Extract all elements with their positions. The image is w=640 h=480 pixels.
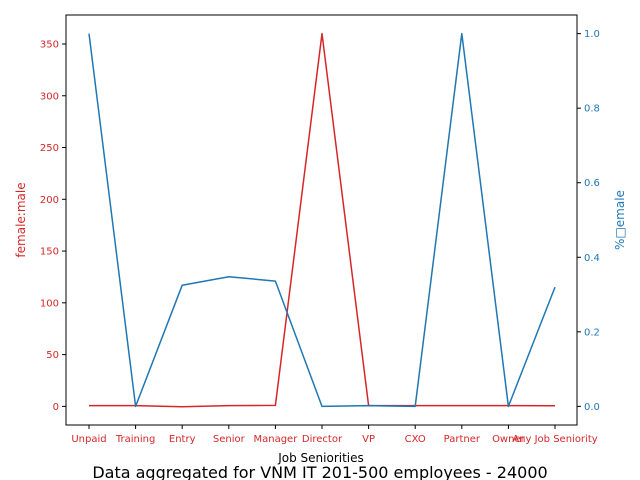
x-axis: Unpaid Training Entry Senior Manager Director… — [71, 425, 598, 445]
x-tick-label: Any Job Seniority — [512, 434, 597, 445]
x-tick-label: Partner — [444, 434, 481, 445]
series-line-right — [88, 32, 556, 408]
series-group — [88, 32, 556, 408]
x-tick-label: Director — [302, 434, 343, 445]
right-y-tick-label: 0.0 — [584, 402, 600, 413]
right-y-tick-label: 0.6 — [584, 178, 600, 189]
chart-title: Data aggregated for VNM IT 201-500 emplo… — [92, 463, 547, 480]
left-y-tick-label: 250 — [40, 143, 59, 154]
right-y-tick-label: 0.2 — [584, 327, 600, 338]
x-tick-label: Senior — [213, 434, 246, 445]
right-y-axis-label: %□emale — [613, 190, 627, 250]
left-y-tick-label: 100 — [40, 298, 59, 309]
left-y-tick-label: 150 — [40, 247, 59, 258]
x-tick-label: Entry — [169, 434, 196, 445]
left-y-tick-label: 200 — [40, 195, 59, 206]
x-tick-label: Training — [115, 434, 155, 445]
left-y-tick-label: 350 — [40, 39, 59, 50]
x-tick-label: Owner — [492, 434, 526, 445]
right-y-tick-label: 0.4 — [584, 253, 600, 264]
x-tick-label: Unpaid — [71, 434, 106, 445]
x-tick-label: VP — [362, 434, 375, 445]
x-tick-label: Manager — [253, 434, 298, 445]
right-y-tick-label: 0.8 — [584, 104, 600, 115]
right-y-tick-label: 1.0 — [584, 29, 600, 40]
left-y-axis: 0 50 100 150 200 250 300 350 — [40, 39, 66, 413]
plot-frame — [65, 14, 578, 426]
left-y-tick-label: 50 — [46, 350, 59, 361]
right-y-axis: 0.0 0.2 0.4 0.6 0.8 1.0 — [577, 29, 600, 413]
series-line-left — [89, 32, 556, 408]
left-y-tick-label: 300 — [40, 91, 59, 102]
left-y-tick-label: 0 — [53, 402, 59, 413]
x-axis-label: Job Seniorities — [277, 451, 364, 465]
x-tick-label: CXO — [405, 434, 426, 445]
left-y-axis-label: female:male — [14, 182, 28, 257]
